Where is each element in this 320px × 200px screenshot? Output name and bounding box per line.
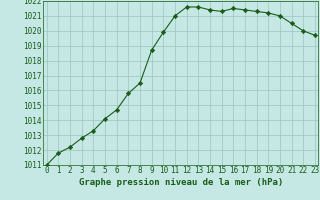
X-axis label: Graphe pression niveau de la mer (hPa): Graphe pression niveau de la mer (hPa) [79,178,283,187]
